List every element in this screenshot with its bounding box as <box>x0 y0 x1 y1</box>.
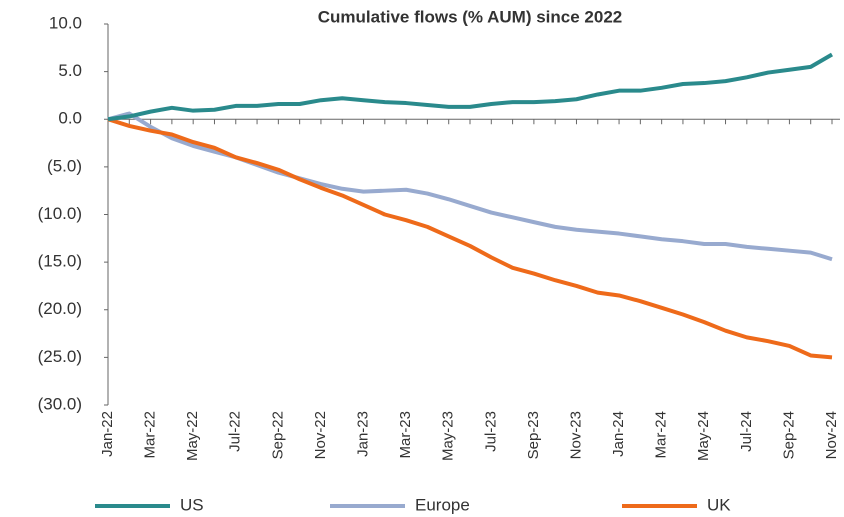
series-line <box>107 111 833 262</box>
y-tick-label: 5.0 <box>58 61 82 80</box>
legend-label: US <box>180 495 204 514</box>
x-tick-label: Jul-22 <box>227 411 244 452</box>
x-tick-label: May-22 <box>184 411 201 461</box>
x-tick-label: Jan-22 <box>99 411 116 457</box>
x-tick-label: Sep-22 <box>269 411 286 459</box>
y-tick-label: 10.0 <box>49 13 82 32</box>
x-tick-label: Nov-22 <box>312 411 329 459</box>
x-tick-label: Jan-23 <box>354 411 371 457</box>
series-line <box>107 117 833 360</box>
y-tick-label: (15.0) <box>38 252 82 271</box>
legend-label: Europe <box>415 495 470 514</box>
y-tick-label: (20.0) <box>38 299 82 318</box>
y-tick-label: 0.0 <box>58 109 82 128</box>
y-tick-label: (5.0) <box>47 156 82 175</box>
y-tick-label: (25.0) <box>38 347 82 366</box>
y-tick-label: (10.0) <box>38 204 82 223</box>
chart-title: Cumulative flows (% AUM) since 2022 <box>318 7 623 26</box>
x-tick-label: Mar-22 <box>142 411 159 459</box>
x-tick-label: May-24 <box>695 411 712 461</box>
x-tick-label: Sep-24 <box>780 411 797 459</box>
series-line <box>107 52 834 122</box>
legend-label: UK <box>707 495 731 514</box>
x-tick-label: Sep-23 <box>525 411 542 459</box>
x-tick-label: Jul-24 <box>738 411 755 452</box>
x-tick-label: May-23 <box>440 411 457 461</box>
x-tick-label: Nov-23 <box>567 411 584 459</box>
x-tick-label: Nov-24 <box>823 411 840 459</box>
x-tick-label: Mar-24 <box>653 411 670 459</box>
y-tick-label: (30.0) <box>38 394 82 413</box>
x-tick-label: Jan-24 <box>610 411 627 457</box>
x-tick-label: Jul-23 <box>482 411 499 452</box>
x-tick-label: Mar-23 <box>397 411 414 459</box>
